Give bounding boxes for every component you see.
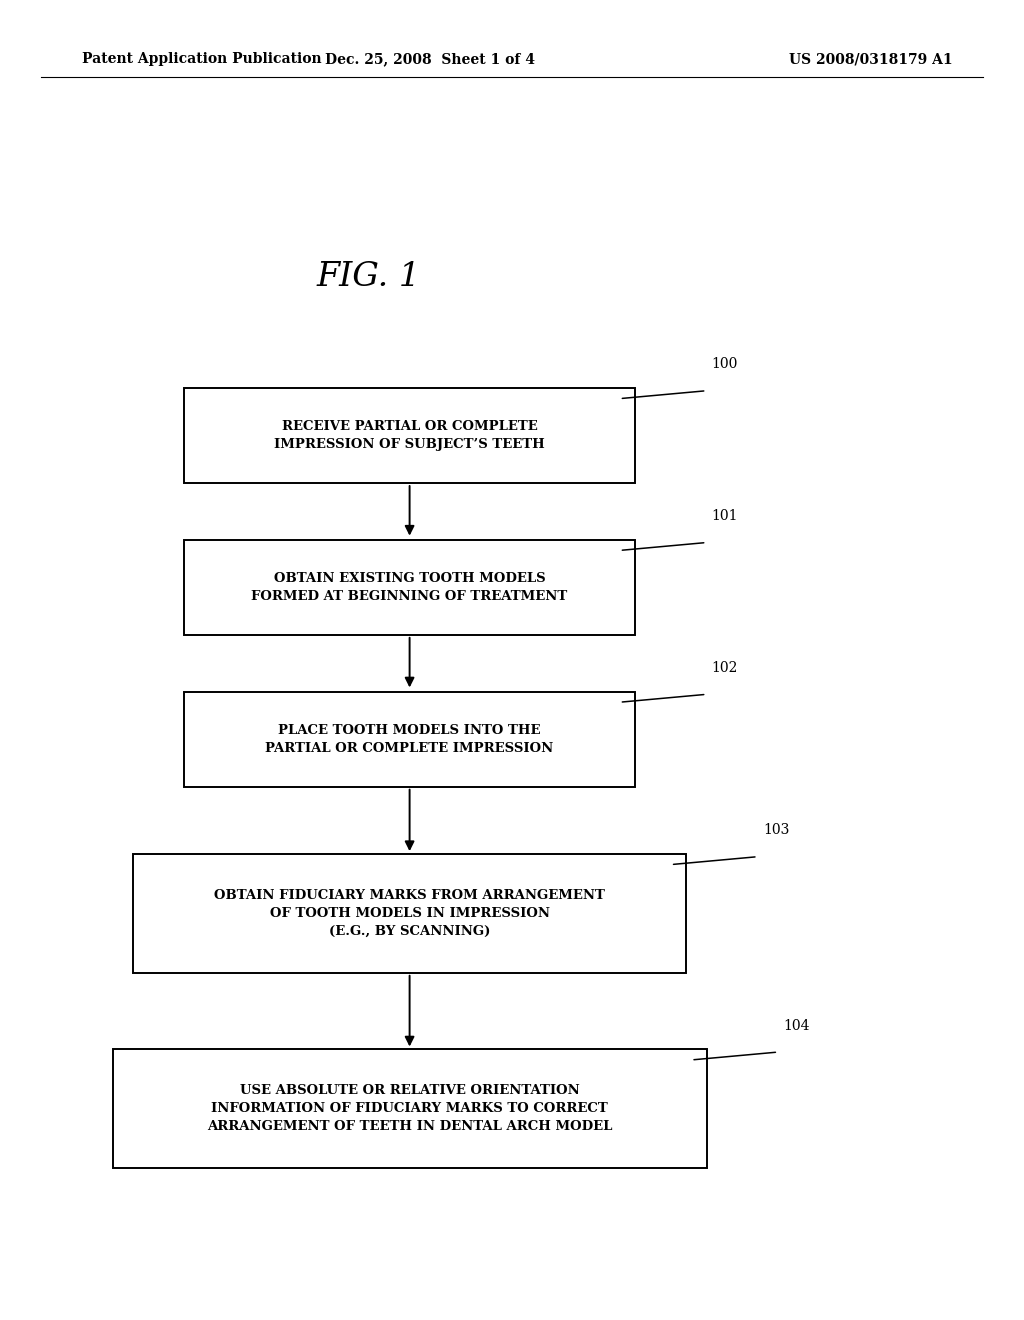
Bar bbox=[113, 1049, 707, 1168]
Bar bbox=[133, 854, 686, 973]
Bar bbox=[184, 388, 635, 483]
Text: PLACE TOOTH MODELS INTO THE
PARTIAL OR COMPLETE IMPRESSION: PLACE TOOTH MODELS INTO THE PARTIAL OR C… bbox=[265, 723, 554, 755]
Text: FIG. 1: FIG. 1 bbox=[316, 261, 421, 293]
Text: OBTAIN FIDUCIARY MARKS FROM ARRANGEMENT
OF TOOTH MODELS IN IMPRESSION
(E.G., BY : OBTAIN FIDUCIARY MARKS FROM ARRANGEMENT … bbox=[214, 888, 605, 939]
Bar bbox=[184, 540, 635, 635]
Text: 100: 100 bbox=[712, 358, 738, 371]
Text: 101: 101 bbox=[712, 510, 738, 523]
Text: OBTAIN EXISTING TOOTH MODELS
FORMED AT BEGINNING OF TREATMENT: OBTAIN EXISTING TOOTH MODELS FORMED AT B… bbox=[252, 572, 567, 603]
Text: 104: 104 bbox=[783, 1019, 810, 1032]
Text: US 2008/0318179 A1: US 2008/0318179 A1 bbox=[788, 53, 952, 66]
Text: Patent Application Publication: Patent Application Publication bbox=[82, 53, 322, 66]
Text: 102: 102 bbox=[712, 661, 738, 675]
Text: 103: 103 bbox=[763, 824, 790, 837]
Bar bbox=[184, 692, 635, 787]
Text: USE ABSOLUTE OR RELATIVE ORIENTATION
INFORMATION OF FIDUCIARY MARKS TO CORRECT
A: USE ABSOLUTE OR RELATIVE ORIENTATION INF… bbox=[207, 1084, 612, 1134]
Text: Dec. 25, 2008  Sheet 1 of 4: Dec. 25, 2008 Sheet 1 of 4 bbox=[325, 53, 536, 66]
Text: RECEIVE PARTIAL OR COMPLETE
IMPRESSION OF SUBJECT’S TEETH: RECEIVE PARTIAL OR COMPLETE IMPRESSION O… bbox=[274, 420, 545, 451]
